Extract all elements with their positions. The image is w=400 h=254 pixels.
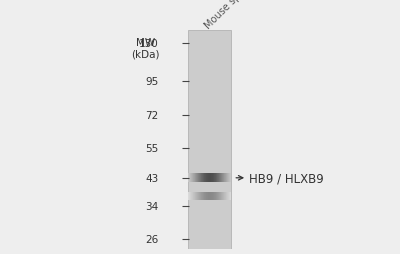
Text: 130: 130 bbox=[139, 39, 159, 49]
Text: 34: 34 bbox=[146, 202, 159, 212]
Text: 95: 95 bbox=[146, 77, 159, 87]
Text: 55: 55 bbox=[146, 143, 159, 153]
Text: HB9 / HLXB9: HB9 / HLXB9 bbox=[249, 172, 324, 185]
Text: 72: 72 bbox=[146, 110, 159, 120]
Text: Mouse spinal cord: Mouse spinal cord bbox=[203, 0, 272, 30]
Text: 26: 26 bbox=[146, 234, 159, 244]
Text: 43: 43 bbox=[146, 173, 159, 183]
Text: MW
(kDa): MW (kDa) bbox=[131, 37, 159, 59]
Bar bbox=[188, 30, 231, 249]
